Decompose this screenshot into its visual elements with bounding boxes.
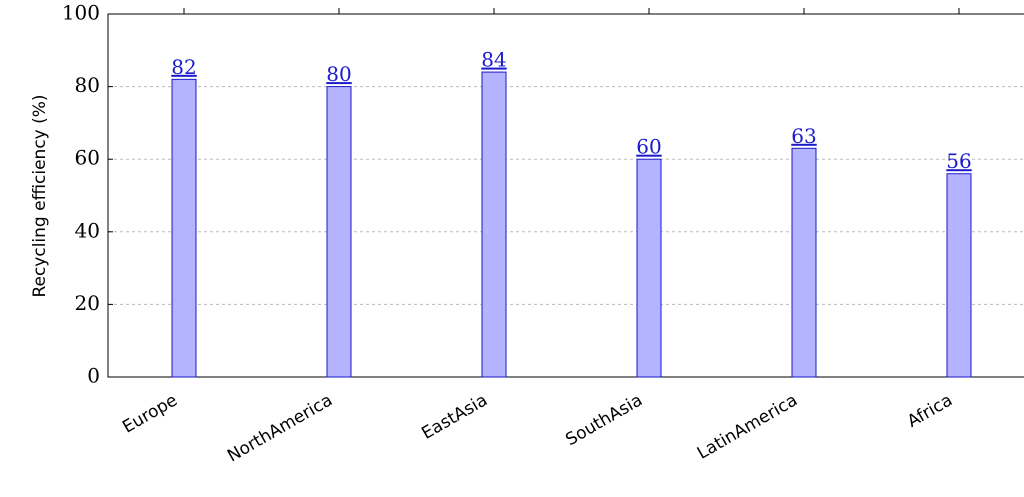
value-label: 56 [946,149,971,173]
x-tick-label: LatinAmerica [694,390,801,463]
y-tick-label: 20 [75,291,100,315]
y-tick-label: 80 [75,73,100,97]
value-label: 60 [636,135,661,159]
x-tick-label: SouthAsia [562,390,646,450]
x-tick-label: Africa [904,390,956,432]
y-tick-label: 100 [62,1,100,25]
y-axis-label: Recycling efficiency (%) [30,94,50,297]
x-tick-label: EastAsia [418,390,491,443]
bar [636,158,662,378]
plot-frame [107,13,1024,378]
x-tick-label: NorthAmerica [224,390,336,466]
bar [171,78,197,378]
value-label: 84 [481,48,506,72]
bar [481,71,507,378]
bar [946,173,972,378]
y-tick-label: 40 [75,218,100,242]
value-label: 63 [791,124,816,148]
y-tick-label: 0 [87,364,100,388]
y-tick-label: 60 [75,146,100,170]
x-tick-label: Europe [119,390,181,437]
value-label: 80 [326,62,351,86]
bar [326,86,352,378]
value-label: 82 [171,55,196,79]
bar [791,147,817,378]
